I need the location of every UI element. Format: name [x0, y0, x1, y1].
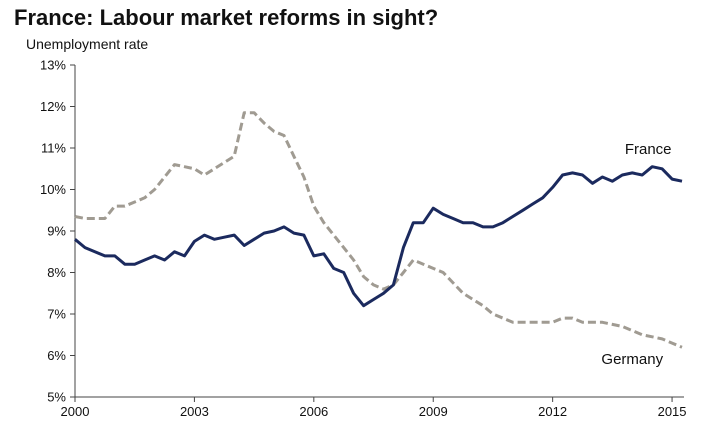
y-tick-label: 12% [40, 99, 66, 114]
x-tick-label: 2012 [538, 404, 567, 419]
chart-subtitle: Unemployment rate [26, 36, 149, 52]
y-tick-label: 5% [47, 390, 66, 405]
y-tick-label: 8% [47, 265, 66, 280]
series-label-france: France [625, 141, 672, 158]
chart-axes: 5% 6% 7% 8% 9% 10% 11% 12% 13% 2000 2003 2006 2009 20… [40, 58, 687, 420]
y-tick-label: 7% [47, 307, 66, 322]
x-tick-label: 2000 [61, 404, 90, 419]
series-line-germany [74, 111, 683, 349]
x-tick-label: 2009 [419, 404, 448, 419]
chart-series [74, 111, 683, 349]
x-tick-label: 2006 [299, 404, 328, 419]
y-tick-label: 13% [40, 58, 66, 73]
y-tick-label: 11% [41, 141, 66, 156]
x-tick-label: 2015 [658, 404, 687, 419]
y-tick-label: 9% [47, 224, 66, 239]
series-label-germany: Germany [601, 351, 663, 368]
y-tick-label: 10% [40, 182, 66, 197]
series-line-france [74, 165, 683, 308]
x-tick-label: 2003 [180, 404, 209, 419]
chart-title: France: Labour market reforms in sight? [14, 5, 439, 30]
chart-annotations: France Germany [601, 141, 671, 368]
y-tick-label: 6% [47, 348, 66, 363]
